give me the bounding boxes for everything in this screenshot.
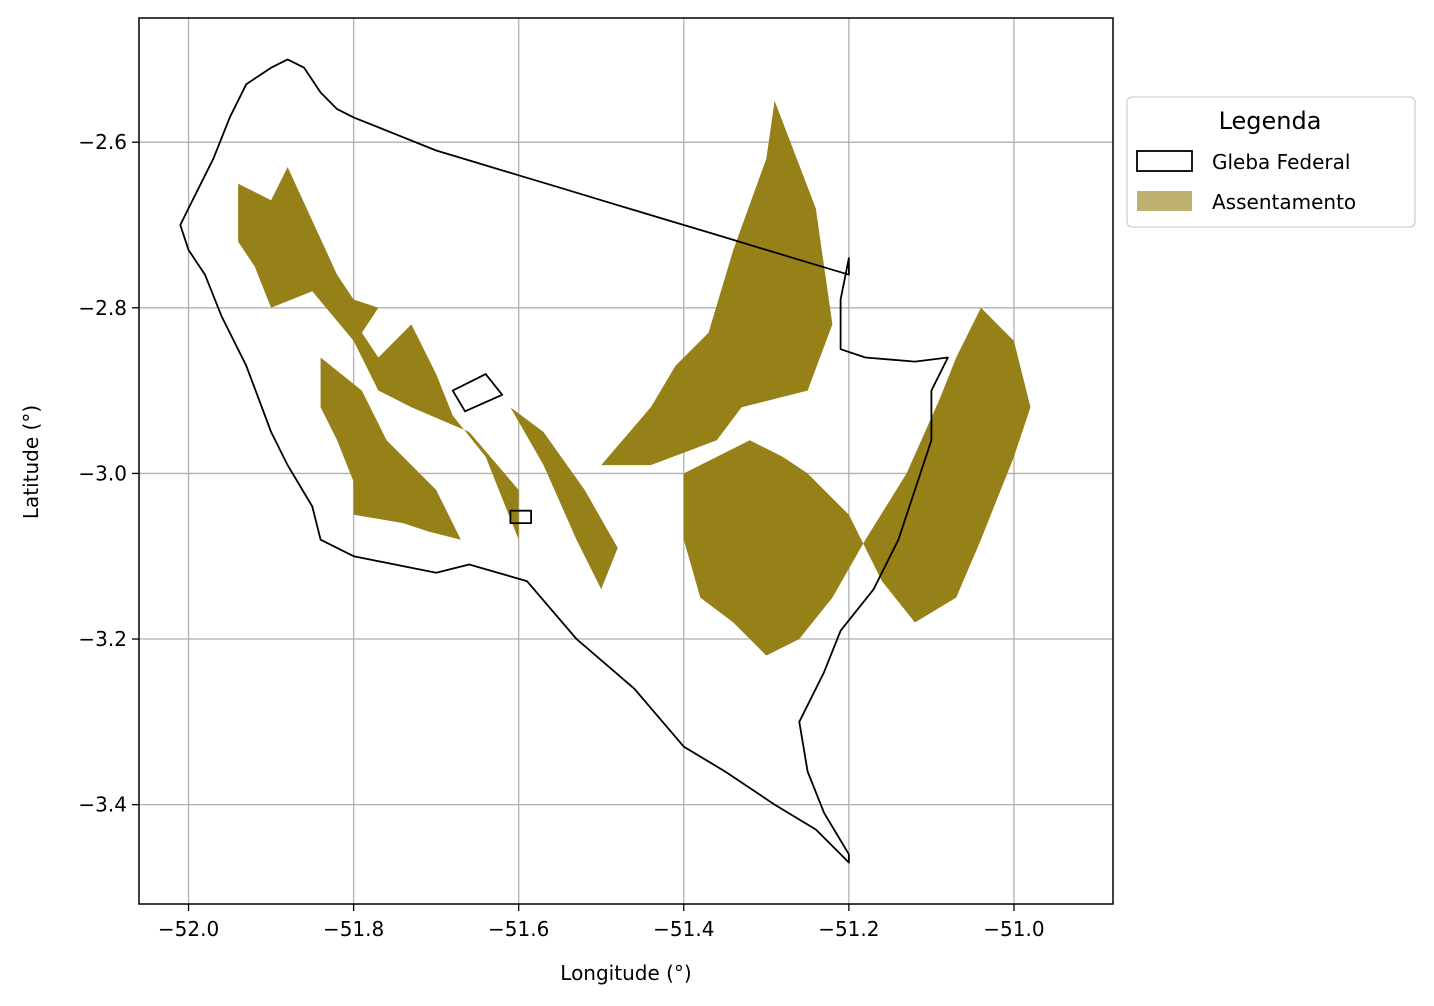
assentamento-layer: [238, 100, 1031, 656]
assentamento-polygon: [238, 167, 519, 540]
y-tick-label: −3.2: [78, 627, 127, 651]
y-tick-label: −3.4: [78, 793, 127, 817]
gleba-federal-polygon: [179, 58, 949, 864]
x-tick-label: −52.0: [158, 917, 219, 941]
legend-title: Legenda: [1219, 107, 1322, 135]
x-tick-label: −51.4: [653, 917, 714, 941]
y-tick-label: −2.6: [78, 130, 127, 154]
assentamento-polygon: [601, 100, 833, 466]
gleba-federal-polygon: [509, 509, 532, 524]
x-tick-label: −51.2: [818, 917, 879, 941]
y-tick-label: −3.0: [78, 461, 127, 485]
legend: Legenda Gleba Federal Assentamento: [1126, 96, 1416, 228]
x-tick-label: −51.6: [488, 917, 549, 941]
grid-lines: [139, 18, 1113, 904]
gleba-federal-polygon: [451, 373, 504, 413]
legend-swatch-gleba-federal: [1136, 150, 1193, 172]
assentamento-polygon: [510, 407, 618, 590]
y-tick-label: −2.8: [78, 296, 127, 320]
legend-label-gleba-federal: Gleba Federal: [1212, 150, 1350, 174]
y-axis-label: Latitude (°): [19, 405, 43, 519]
assentamento-polygon: [683, 307, 1031, 656]
gleba-federal-layer: [179, 58, 949, 864]
legend-label-assentamento: Assentamento: [1212, 190, 1356, 214]
plot-frame: [138, 17, 1114, 905]
legend-frame: [1126, 96, 1416, 228]
assentamento-polygon: [320, 357, 461, 540]
axis-ticks: −52.0 −51.8 −51.6 −51.4 −51.2 −51.0 −2.6 −2.8 −3…: [78, 130, 1044, 941]
x-tick-label: −51.8: [323, 917, 384, 941]
legend-swatch-assentamento: [1137, 191, 1192, 211]
x-axis-label: Longitude (°): [560, 961, 691, 985]
x-tick-label: −51.0: [983, 917, 1044, 941]
